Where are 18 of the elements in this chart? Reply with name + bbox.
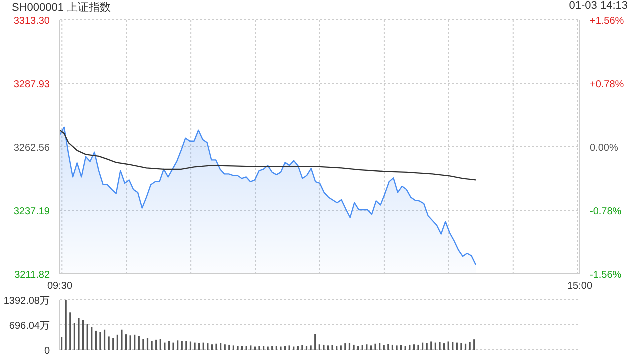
y-tick-label: 3237.19: [14, 206, 50, 218]
x-tick-label: 09:30: [47, 281, 73, 292]
y-tick-label: 3313.30: [14, 16, 50, 27]
y-tick-label: 3262.56: [14, 143, 50, 154]
y-tick-label: 3211.82: [14, 270, 50, 281]
y-tick-label: 3287.93: [14, 80, 50, 90]
x-tick-label: 15:00: [567, 281, 593, 292]
y2-tick-label: +0.78%: [590, 80, 624, 90]
y2-tick-label: -0.78%: [590, 206, 622, 218]
y2-tick-label: 0.00%: [590, 143, 618, 154]
y-tick-label: 1392.08万: [4, 296, 50, 307]
y-tick-label: 0: [44, 346, 50, 357]
chart-subtitle: 01-03 14:13: [569, 0, 628, 12]
chart-title: SH000001 上证指数: [12, 1, 112, 15]
line-series: [59, 130, 477, 181]
y2-tick-label: -1.56%: [590, 270, 622, 281]
y2-tick-label: +1.56%: [590, 16, 624, 27]
y-tick-label: 696.04万: [9, 321, 50, 332]
